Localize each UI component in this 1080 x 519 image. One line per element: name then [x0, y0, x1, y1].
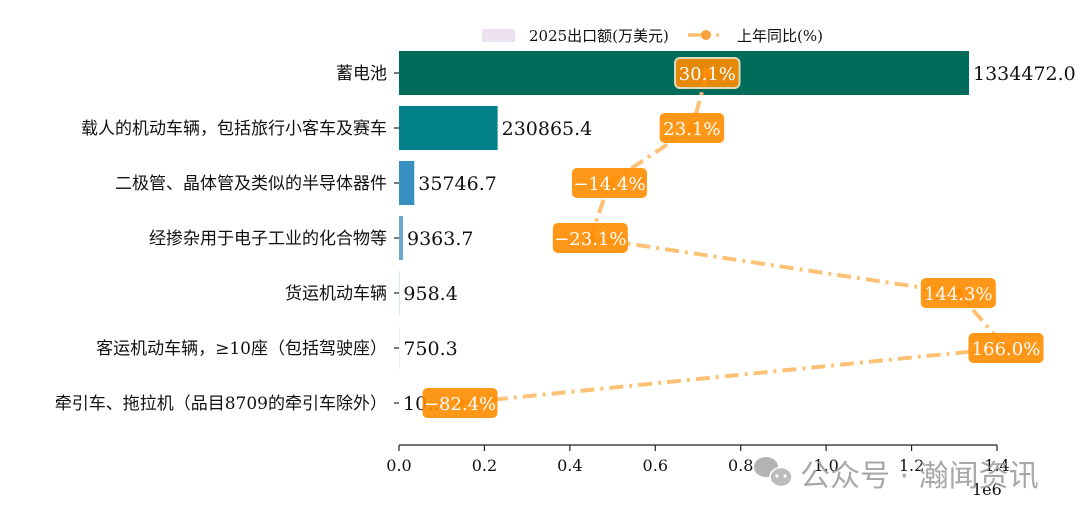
x-tick-label: 0.6: [643, 456, 668, 475]
yoy-label-box: [552, 223, 628, 253]
legend-line-label: 上年同比(%): [737, 27, 823, 45]
yoy-label-box: [659, 113, 725, 143]
bar: [399, 106, 498, 150]
x-tick-label: 0.8: [728, 456, 753, 475]
x-axis-offset-label: 1e6: [972, 480, 1002, 499]
x-axis: 0.0 0.2 0.4 0.6 0.8 1.0 1.2 1.4: [386, 444, 1010, 475]
watermark: 公众号 · 瀚闻资讯: [754, 457, 1039, 494]
yoy-value-label: 144.3%: [924, 284, 993, 305]
legend-bar-label: 2025出口额(万美元): [529, 27, 669, 45]
legend-line-marker: [701, 30, 711, 40]
x-tick-label: 0.2: [472, 456, 497, 475]
bar-value-label: 1334472.0: [973, 63, 1076, 85]
x-tick-label: 1.4: [984, 456, 1009, 475]
yoy-value-label: 166.0%: [972, 339, 1041, 360]
yoy-value-label: −82.4%: [424, 394, 496, 415]
legend-bar-patch: [482, 29, 515, 42]
x-tick-label: 1.0: [813, 456, 838, 475]
yoy-label-box: [674, 57, 741, 89]
category-label: 蓄电池: [336, 64, 387, 84]
bar-value-label: 35746.7: [418, 173, 497, 195]
bar-value-label: 750.3: [403, 338, 457, 360]
watermark-text: 公众号 · 瀚闻资讯: [800, 459, 1039, 494]
yoy-label-box: [968, 333, 1044, 363]
bar: [399, 216, 403, 260]
bar-value-label: 230865.4: [502, 118, 593, 140]
bar-value-label: 958.4: [403, 283, 457, 305]
category-label: 客运机动车辆，≥10座（包括驾驶座）: [96, 339, 387, 359]
wechat-icon: [754, 457, 793, 488]
category-label: 二极管、晶体管及类似的半导体器件: [115, 174, 387, 194]
x-tick-label: 1.2: [899, 456, 924, 475]
category-label: 牵引车、拖拉机（品目8709的牵引车除外）: [55, 394, 387, 414]
yoy-value-label: −23.1%: [554, 229, 626, 250]
x-tick-label: 0.4: [557, 456, 582, 475]
yoy-label-box: [571, 168, 647, 198]
yoy-value-label: 30.1%: [679, 64, 736, 85]
bar-value-label: 9363.7: [407, 228, 473, 250]
yoy-label-box: [920, 278, 996, 308]
category-label: 货运机动车辆: [285, 284, 387, 304]
x-tick-label: 0.0: [386, 456, 411, 475]
yoy-line-series: 30.1% 23.1% −14.4% −23.1% 144.3% 166.0% −82.4%: [422, 57, 1044, 418]
yoy-label-box: [422, 388, 498, 418]
category-label: 经掺杂用于电子工业的化合物等: [149, 229, 387, 249]
yoy-value-label: 23.1%: [663, 119, 720, 140]
legend: 2025出口额(万美元) 上年同比(%): [482, 27, 823, 45]
category-label: 载人的机动车辆，包括旅行小客车及赛车: [81, 118, 387, 139]
yoy-value-label: −14.4%: [573, 174, 645, 195]
bar: [399, 161, 415, 205]
legend-line-dot: [716, 33, 719, 37]
